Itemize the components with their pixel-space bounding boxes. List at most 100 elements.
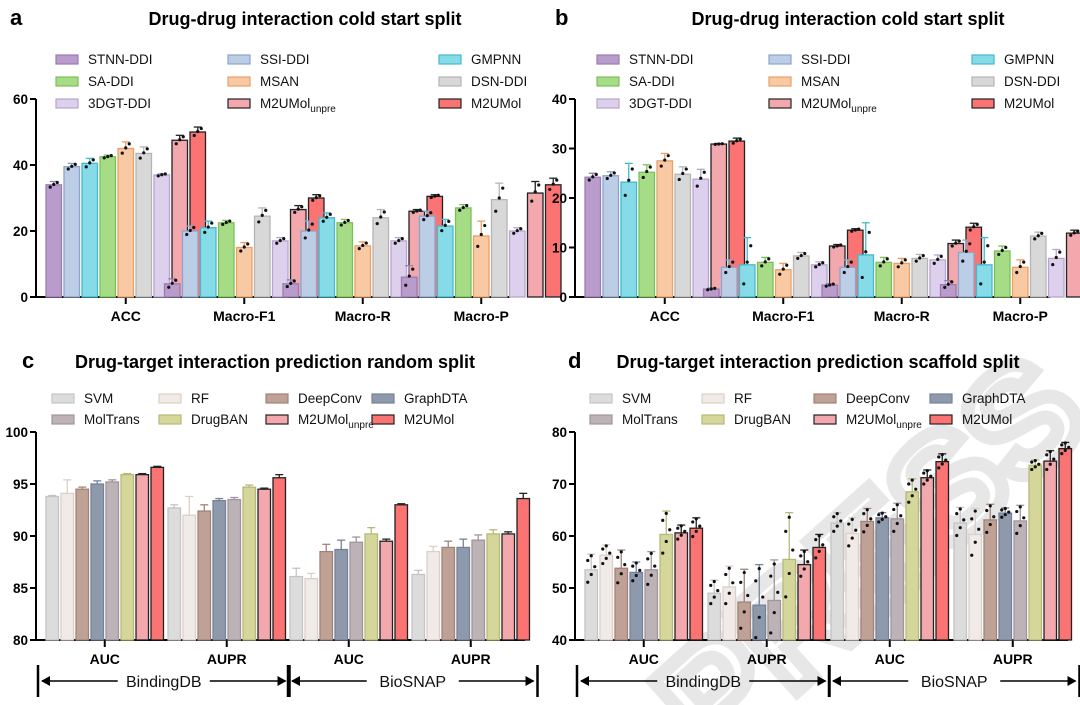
x-tick-label: AUC [629,651,659,667]
data-point [835,524,839,528]
legend-item: SA-DDI [55,74,134,89]
legend-swatch [971,98,995,109]
bar [45,184,63,298]
legend-swatch [158,414,182,425]
data-point [246,242,250,246]
data-point [537,183,541,187]
data-point [648,165,652,169]
data-point [668,528,672,532]
data-point [757,615,761,619]
bar [905,491,920,641]
data-point [1048,450,1052,454]
legend-label-text: GMPNN [471,52,521,67]
legend-swatch [265,414,289,425]
bar [300,230,318,298]
data-point [683,529,687,533]
x-tick-label: Macro-R [874,308,930,324]
legend-label: MolTrans [84,412,140,427]
data-point [817,534,821,538]
bar [975,264,993,298]
data-point [772,611,776,615]
data-point [293,210,297,214]
bar [689,527,704,641]
data-point [986,244,990,248]
data-point [594,172,598,177]
data-point [900,261,904,265]
data-point [1003,513,1007,517]
data-point [821,261,825,265]
bar [105,481,120,641]
legend-swatch [55,76,79,87]
legend-swatch [589,393,613,404]
data-point [206,225,210,229]
data-point [48,185,52,189]
legend-label-subscript: unpre [896,420,922,431]
data-point [857,227,861,231]
legend-label: M2UMol [404,412,454,427]
data-point [443,223,447,227]
bar [656,160,674,298]
bar [614,567,629,641]
chart-title: Drug-target interaction prediction scaff… [616,352,1019,372]
data-point [199,126,203,131]
data-point [817,549,821,553]
data-point [239,249,243,253]
y-tick-label: 100 [5,425,28,440]
bar [60,492,75,641]
data-point [895,503,899,507]
data-point [694,517,698,521]
bar [212,499,227,641]
dataset-bracket: BindingDB [36,665,291,697]
dataset-bracket: BioSNAP [286,665,539,697]
arrow-head-left-icon [291,676,300,686]
legend-swatch [768,54,792,65]
legend-swatch [589,414,613,425]
data-point [479,232,483,237]
legend-label: DSN-DDI [1004,74,1060,89]
legend-swatch [971,76,995,87]
data-point [979,282,983,286]
data-point [1022,260,1026,264]
legend-label-text: DeepConv [846,391,910,406]
data-point [66,167,70,171]
data-point [659,164,663,168]
legend: SVM RF DeepConv GraphDTA MolTrans DrugBAN M2UM… [51,391,468,431]
data-point [910,494,914,498]
legend-label-text: DSN-DDI [1004,74,1060,89]
data-point [661,518,665,523]
data-point [1033,459,1037,463]
bar [629,571,644,641]
data-point [880,511,884,515]
legend-item: M2UMol [438,96,521,111]
y-tick-label: 80 [13,633,28,648]
legend-item: M2UMol [371,412,454,427]
data-point [440,229,444,233]
data-point [1007,510,1011,514]
data-point [849,260,853,264]
data-point [832,515,836,519]
data-point [1015,531,1019,536]
data-point [1069,233,1073,237]
legend-label-text: M2UMol [298,412,348,427]
dataset-label: BindingDB [126,674,202,691]
legend-item: RF [158,391,209,406]
legend-label-text: RF [734,391,752,406]
data-point [627,178,631,182]
data-point [593,565,597,569]
legend-label: SSI-DDI [801,52,851,67]
data-point [318,194,322,198]
data-point [769,574,773,578]
data-point [411,210,415,214]
data-point [832,529,836,533]
legend-item: SSI-DDI [768,52,851,67]
x-tick-label: Macro-R [335,308,391,324]
data-point [731,260,735,264]
x-tick-label: AUC [90,651,120,667]
bar [516,497,531,641]
data-point [712,595,716,599]
legend-label-text: GraphDTA [962,391,1026,406]
legend-label-text: M2UMol [1004,96,1054,111]
y-tick-label: 85 [13,581,29,596]
data-point [918,256,922,260]
data-point [880,517,884,521]
